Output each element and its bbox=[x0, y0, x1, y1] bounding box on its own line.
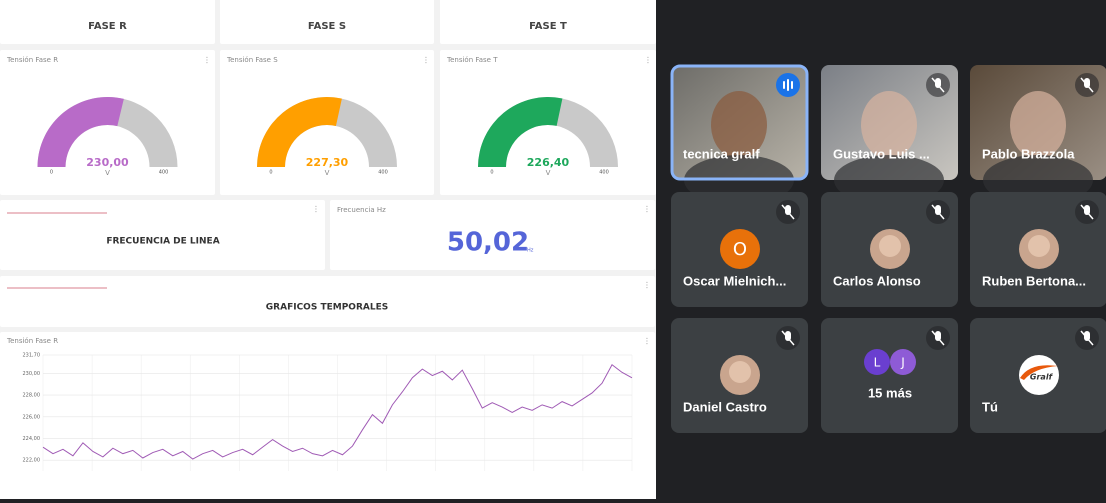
mic-slash bbox=[1080, 330, 1094, 346]
freq-title: Frecuencia Hz bbox=[337, 206, 386, 214]
freq-unit: Hz bbox=[527, 248, 534, 254]
participant-name: Pablo Brazzola bbox=[982, 146, 1075, 161]
logo-text: Gralf bbox=[1030, 373, 1054, 382]
participant-name: Oscar Mielnich... bbox=[683, 273, 786, 288]
phase-header: FASE T bbox=[529, 21, 567, 32]
mic bbox=[1084, 205, 1090, 215]
menu-dots: ⋮ bbox=[643, 281, 651, 290]
gauge-title: Tensión Fase S bbox=[226, 56, 278, 64]
avatar bbox=[890, 349, 916, 375]
gauge-min: 0 bbox=[269, 170, 272, 176]
y-tick-label: 226,00 bbox=[23, 414, 41, 420]
menu-dots: ⋮ bbox=[422, 56, 430, 65]
avatar-initial: J bbox=[900, 356, 905, 370]
mic bbox=[935, 331, 941, 341]
card bbox=[330, 200, 655, 270]
gauge-fill bbox=[257, 96, 342, 167]
participant-name: Ruben Bertona... bbox=[982, 273, 1086, 288]
mic bbox=[935, 78, 941, 88]
gauge-value: 230,00 bbox=[86, 156, 129, 169]
active-border bbox=[670, 64, 809, 181]
gauge-max: 400 bbox=[599, 170, 609, 176]
mic-slash bbox=[931, 77, 945, 93]
avatar-face bbox=[879, 235, 901, 257]
gauge-unit: V bbox=[105, 169, 110, 177]
phase-header: FASE S bbox=[308, 21, 346, 32]
mic bbox=[1084, 78, 1090, 88]
freq-value: 50,02 bbox=[447, 228, 529, 258]
section-title: GRAFICOS TEMPORALES bbox=[266, 303, 388, 313]
person bbox=[711, 91, 767, 159]
menu-dots: ⋮ bbox=[643, 337, 651, 346]
person bbox=[1010, 91, 1066, 159]
line-series bbox=[42, 364, 633, 460]
gauge-value: 226,40 bbox=[527, 156, 570, 169]
mic bbox=[935, 205, 941, 215]
mic-slash bbox=[1080, 204, 1094, 220]
mic bbox=[785, 205, 791, 215]
gauge-title: Tensión Fase T bbox=[446, 56, 498, 64]
menu-dots: ⋮ bbox=[643, 205, 651, 214]
phase-header: FASE R bbox=[88, 21, 127, 32]
screen-bottom bbox=[0, 471, 656, 499]
y-tick-label: 228,00 bbox=[23, 393, 41, 399]
avatar-initial: O bbox=[733, 239, 747, 260]
card bbox=[220, 0, 434, 44]
mic bbox=[1084, 331, 1090, 341]
gauge-min: 0 bbox=[490, 170, 493, 176]
card bbox=[0, 0, 215, 44]
menu-dots: ⋮ bbox=[644, 56, 652, 65]
participant-name: Gustavo Luis ... bbox=[833, 146, 930, 161]
mic-slash bbox=[781, 204, 795, 220]
gauge-unit: V bbox=[546, 169, 551, 177]
menu-dots: ⋮ bbox=[312, 205, 320, 214]
gauge-fill bbox=[478, 96, 563, 167]
person bbox=[861, 91, 917, 159]
y-tick-label: 224,00 bbox=[23, 436, 41, 442]
avatar-face bbox=[729, 361, 751, 383]
y-tick-label: 231,70 bbox=[23, 353, 41, 359]
participant-name: Carlos Alonso bbox=[833, 273, 921, 288]
avatar-face bbox=[1028, 235, 1050, 257]
gauge-max: 400 bbox=[378, 170, 388, 176]
menu-dots: ⋮ bbox=[203, 56, 211, 65]
tile bbox=[821, 318, 958, 433]
card bbox=[440, 0, 656, 44]
participant-name: Tú bbox=[982, 399, 998, 414]
logo-swoosh bbox=[1020, 365, 1058, 380]
avatar-initial: L bbox=[874, 356, 881, 370]
avatar bbox=[720, 229, 760, 269]
mic bbox=[785, 331, 791, 341]
mic-slash bbox=[781, 330, 795, 346]
gauge-unit: V bbox=[325, 169, 330, 177]
mic-slash bbox=[931, 204, 945, 220]
card bbox=[0, 200, 325, 270]
card bbox=[0, 332, 655, 492]
card bbox=[0, 276, 655, 327]
participant-name: 15 más bbox=[868, 385, 912, 400]
participant-name: Daniel Castro bbox=[683, 399, 767, 414]
gauge-max: 400 bbox=[159, 170, 169, 176]
section-title: FRECUENCIA DE LINEA bbox=[106, 237, 219, 247]
avatar bbox=[864, 349, 890, 375]
gauge-min: 0 bbox=[50, 170, 53, 176]
participant-name: tecnica gralf bbox=[683, 146, 760, 161]
mic-slash bbox=[1080, 77, 1094, 93]
chart-title: Tensión Fase R bbox=[6, 337, 58, 345]
gauge-fill bbox=[37, 97, 124, 167]
y-tick-label: 222,00 bbox=[23, 458, 41, 464]
mic-slash bbox=[931, 330, 945, 346]
gauge-value: 227,30 bbox=[306, 156, 349, 169]
gauge-title: Tensión Fase R bbox=[6, 56, 58, 64]
avatar bbox=[1019, 355, 1059, 395]
y-tick-label: 230,00 bbox=[23, 371, 41, 377]
